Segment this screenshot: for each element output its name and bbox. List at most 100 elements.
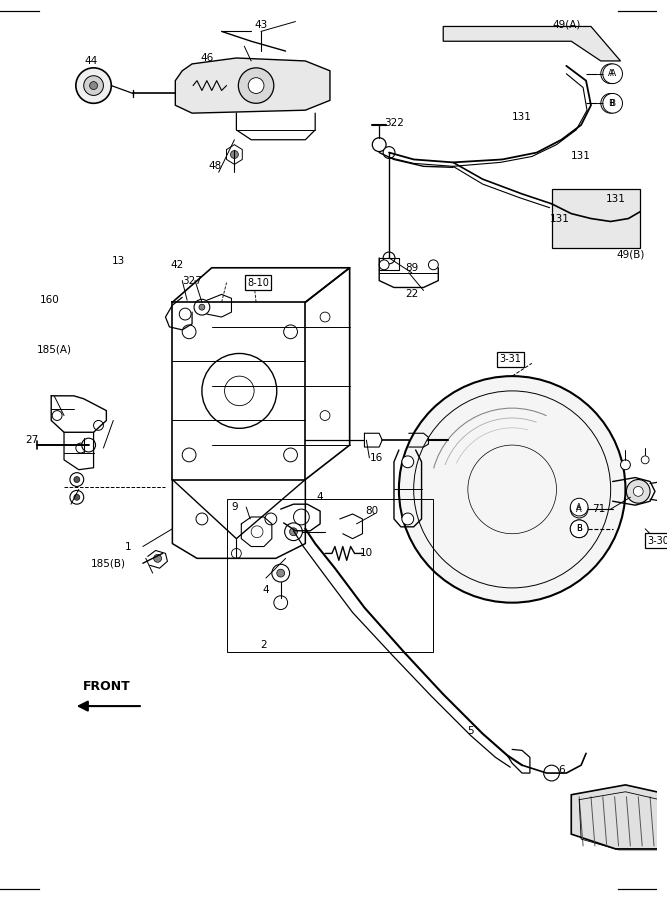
Circle shape [626, 480, 650, 503]
Circle shape [634, 486, 643, 496]
Text: 80: 80 [366, 506, 379, 516]
Bar [380, 258, 399, 270]
Polygon shape [571, 785, 667, 849]
Text: 46: 46 [200, 53, 213, 63]
Text: 13: 13 [111, 256, 125, 266]
Polygon shape [175, 58, 330, 113]
Circle shape [601, 94, 620, 113]
Circle shape [153, 554, 161, 562]
Text: 89: 89 [405, 263, 418, 273]
Circle shape [76, 68, 111, 104]
Circle shape [277, 569, 285, 577]
Text: B: B [608, 99, 614, 108]
Text: 48: 48 [208, 161, 221, 171]
Text: 8-10: 8-10 [247, 277, 269, 288]
Circle shape [74, 494, 80, 500]
Circle shape [320, 312, 330, 322]
Circle shape [182, 325, 196, 338]
Text: 10: 10 [360, 548, 373, 558]
Circle shape [70, 472, 84, 486]
Circle shape [603, 94, 622, 113]
Circle shape [89, 82, 97, 89]
Text: 131: 131 [606, 194, 626, 203]
Text: 185(B): 185(B) [91, 558, 126, 568]
Text: 2: 2 [261, 640, 267, 650]
Text: 327: 327 [182, 275, 202, 285]
Circle shape [620, 460, 630, 470]
Circle shape [570, 520, 588, 537]
Text: A: A [610, 69, 616, 78]
Text: 9: 9 [231, 502, 237, 512]
Circle shape [399, 376, 626, 603]
Circle shape [82, 438, 95, 452]
Circle shape [274, 596, 287, 609]
Text: 5: 5 [468, 725, 474, 735]
Text: 6: 6 [558, 765, 565, 775]
Text: 49(B): 49(B) [616, 250, 644, 260]
Circle shape [182, 448, 196, 462]
Circle shape [428, 260, 438, 270]
Circle shape [380, 260, 389, 270]
Text: 42: 42 [171, 260, 184, 270]
Circle shape [402, 513, 414, 525]
Polygon shape [444, 26, 620, 61]
Circle shape [199, 304, 205, 310]
Circle shape [383, 147, 395, 158]
Text: 27: 27 [25, 436, 38, 446]
Circle shape [70, 491, 84, 504]
Circle shape [372, 138, 386, 151]
Circle shape [194, 300, 210, 315]
Text: 185(A): 185(A) [37, 345, 71, 355]
Circle shape [285, 523, 302, 541]
Circle shape [74, 477, 80, 482]
Circle shape [666, 482, 667, 500]
Text: 160: 160 [39, 295, 59, 305]
Circle shape [402, 456, 414, 468]
Circle shape [93, 420, 103, 430]
Text: 22: 22 [405, 290, 418, 300]
Text: 131: 131 [512, 112, 532, 122]
Circle shape [320, 410, 330, 420]
Circle shape [251, 526, 263, 537]
Circle shape [641, 456, 649, 464]
Text: B: B [576, 525, 582, 534]
Circle shape [383, 252, 395, 264]
Circle shape [231, 150, 238, 158]
Circle shape [225, 376, 254, 406]
Circle shape [603, 64, 622, 84]
Text: B: B [610, 99, 616, 108]
Polygon shape [552, 189, 640, 248]
Text: FRONT: FRONT [83, 680, 130, 693]
Text: A: A [576, 505, 582, 514]
Text: 71: 71 [592, 504, 606, 514]
Text: A: A [608, 69, 614, 78]
Text: A: A [576, 502, 582, 511]
Circle shape [84, 76, 103, 95]
Circle shape [179, 308, 191, 320]
Circle shape [76, 443, 85, 453]
Text: 16: 16 [370, 453, 383, 463]
Circle shape [293, 509, 309, 525]
Circle shape [202, 354, 277, 428]
Circle shape [272, 564, 289, 582]
Circle shape [248, 77, 264, 94]
Circle shape [52, 410, 62, 420]
Bar [227, 500, 434, 652]
Text: B: B [576, 525, 582, 534]
Text: 3-31: 3-31 [500, 355, 521, 365]
Text: 131: 131 [571, 151, 591, 161]
Circle shape [196, 513, 208, 525]
Text: 322: 322 [384, 118, 404, 128]
Circle shape [570, 500, 588, 518]
Circle shape [601, 64, 620, 84]
Text: 1: 1 [125, 542, 131, 552]
Text: 4: 4 [263, 585, 269, 595]
Text: 3-31: 3-31 [498, 355, 522, 365]
Text: 49(A): 49(A) [552, 20, 580, 30]
Circle shape [289, 527, 297, 536]
Circle shape [238, 68, 274, 104]
Text: 131: 131 [550, 213, 570, 223]
Circle shape [265, 513, 277, 525]
Circle shape [544, 765, 560, 781]
Circle shape [570, 499, 588, 516]
